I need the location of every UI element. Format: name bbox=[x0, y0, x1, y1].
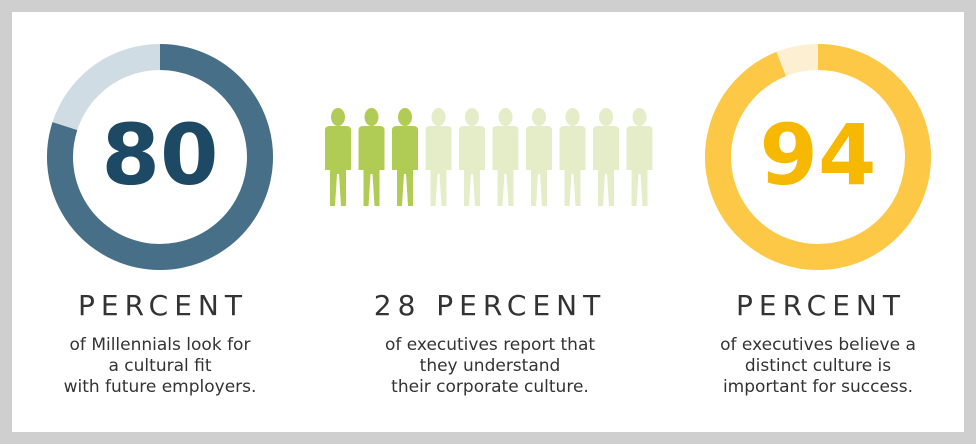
icon-body bbox=[593, 126, 619, 206]
icon-body bbox=[526, 126, 552, 206]
person-icon bbox=[526, 108, 552, 206]
heading-value: 28 bbox=[374, 289, 422, 322]
person-icon bbox=[459, 108, 485, 206]
donut-arc bbox=[47, 44, 273, 270]
description-line: of executives report that bbox=[385, 335, 595, 355]
description-line: distinct culture is bbox=[745, 356, 891, 376]
heading: 28 PERCENT bbox=[374, 289, 606, 322]
description-line: important for success. bbox=[723, 377, 913, 397]
description-line: they understand bbox=[420, 356, 561, 376]
donut-value: 94 bbox=[760, 106, 877, 204]
icon-head bbox=[565, 108, 580, 126]
icon-body bbox=[392, 126, 418, 206]
icon-body bbox=[425, 126, 452, 206]
icon-head bbox=[431, 108, 446, 126]
description-line: with future employers. bbox=[64, 377, 257, 397]
description-line: their corporate culture. bbox=[391, 377, 589, 397]
icon-body bbox=[492, 126, 519, 206]
icon-body bbox=[325, 126, 351, 206]
icon-head bbox=[331, 108, 345, 126]
person-icon bbox=[559, 108, 586, 206]
donut-arc bbox=[705, 44, 931, 270]
icon-head bbox=[532, 108, 546, 126]
icon-head bbox=[465, 108, 479, 126]
description-line: of Millennials look for bbox=[70, 335, 251, 355]
panel bbox=[12, 12, 964, 432]
icon-head bbox=[599, 108, 613, 126]
person-icon bbox=[626, 108, 653, 206]
icon-head bbox=[632, 108, 647, 126]
icon-head bbox=[398, 108, 412, 126]
icon-head bbox=[364, 108, 379, 126]
description-line: a cultural fit bbox=[108, 356, 211, 376]
person-icon bbox=[392, 108, 418, 206]
icon-head bbox=[498, 108, 513, 126]
heading-unit: PERCENT bbox=[436, 289, 606, 322]
icon-body bbox=[358, 126, 385, 206]
person-icon bbox=[325, 108, 351, 206]
icon-body bbox=[459, 126, 485, 206]
heading: PERCENT bbox=[78, 289, 248, 322]
person-icon bbox=[425, 108, 452, 206]
icon-body bbox=[626, 126, 653, 206]
description-line: of executives believe a bbox=[720, 335, 916, 355]
heading: PERCENT bbox=[736, 289, 906, 322]
person-icon bbox=[593, 108, 619, 206]
person-icon bbox=[358, 108, 385, 206]
icon-body bbox=[559, 126, 586, 206]
donut-value: 80 bbox=[102, 106, 219, 204]
person-icon bbox=[492, 108, 519, 206]
